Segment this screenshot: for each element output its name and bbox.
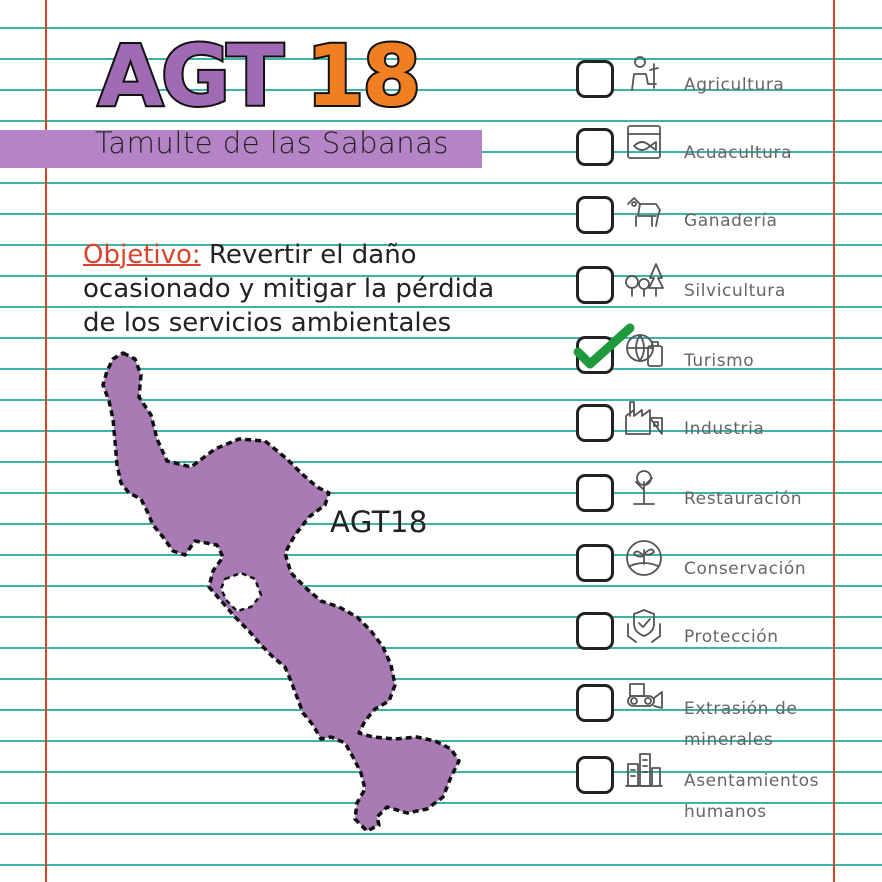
checklist-item[interactable]: Acuacultura <box>574 125 874 168</box>
checklist-item-label: Asentamientos humanos <box>684 766 819 828</box>
subtitle-highlight <box>0 130 482 168</box>
checkbox[interactable] <box>576 544 614 582</box>
checklist-item[interactable]: Silvicultura <box>574 263 874 306</box>
checklist-item[interactable]: Protección <box>574 609 874 652</box>
checklist-item[interactable]: Turismo <box>573 323 874 376</box>
title-code: AGT <box>96 25 286 127</box>
checkbox[interactable] <box>576 756 614 794</box>
checklist-item-label: Ganadería <box>684 211 778 231</box>
title-number: 18 <box>304 25 423 127</box>
checkbox[interactable] <box>576 474 614 512</box>
check-mark-icon <box>573 323 635 369</box>
checklist-item-label: Conservación <box>684 559 807 579</box>
checkbox[interactable] <box>576 128 614 166</box>
checklist-item[interactable]: Conservación <box>574 540 874 584</box>
bulldozer-icon <box>627 683 663 709</box>
cow-icon <box>627 197 661 227</box>
subtitle: Tamulte de las Sabanas <box>95 126 450 160</box>
area-map <box>101 351 461 833</box>
area-map-shape <box>101 351 461 833</box>
checklist-item-label: Protección <box>684 627 779 647</box>
right-margin-line <box>833 0 835 882</box>
shield-hands-icon <box>627 609 661 643</box>
plant-hand-icon <box>626 540 662 576</box>
trees-icon <box>625 263 664 297</box>
checkbox[interactable] <box>576 196 614 234</box>
checklist-item[interactable]: Agricultura <box>574 56 874 100</box>
checklist-item[interactable]: Industria <box>574 401 874 444</box>
label-line-1: Asentamientos <box>684 771 820 791</box>
label-line-2: minerales <box>684 730 774 750</box>
objective-description: Revertir el daño ocasionado y mitigar la… <box>83 240 495 338</box>
checklist-item-label: Agricultura <box>684 75 785 95</box>
checklist-item-label: Silvicultura <box>684 281 786 301</box>
checkbox[interactable] <box>576 60 614 98</box>
checklist-item-label: Restauración <box>684 489 803 509</box>
checklist-item[interactable]: Extrasión de minerales <box>574 683 874 750</box>
label-line-2: humanos <box>684 802 767 822</box>
left-margin-line <box>45 0 47 882</box>
objective-label: Objetivo: <box>83 240 201 270</box>
checkbox[interactable] <box>576 404 614 442</box>
checklist-item[interactable]: Restauración <box>574 470 874 514</box>
checklist-item-label: Turismo <box>684 351 755 371</box>
city-icon <box>625 753 663 787</box>
tree-restoration-icon <box>633 470 655 505</box>
globe-luggage-icon <box>626 334 663 367</box>
factory-icon <box>625 401 663 435</box>
checkbox[interactable] <box>576 684 614 722</box>
map-label: AGT18 <box>330 505 428 539</box>
checklist-item-label: Extrasión de minerales <box>684 694 797 756</box>
checklist-item-label: Acuacultura <box>684 143 793 163</box>
checklist-item[interactable]: Asentamientos humanos <box>574 753 874 822</box>
checkbox[interactable] <box>576 612 614 650</box>
objective-text: Objetivo: Revertir el daño ocasionado y … <box>83 238 513 340</box>
checklist-item-label: Industria <box>684 419 765 439</box>
checkbox[interactable] <box>576 266 614 304</box>
label-line-1: Extrasión de <box>684 699 798 719</box>
checklist-item[interactable]: Ganadería <box>574 196 874 236</box>
fish-tank-icon <box>627 125 661 159</box>
farmer-icon <box>631 56 659 91</box>
